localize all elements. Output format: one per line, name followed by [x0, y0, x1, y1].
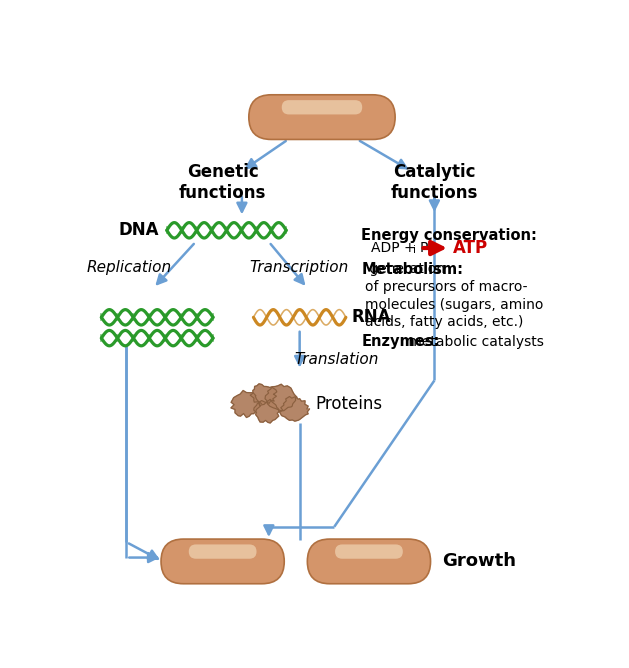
- Text: generation
of precursors of macro-
molecules (sugars, amino
acids, fatty acids, : generation of precursors of macro- molec…: [365, 262, 543, 329]
- Text: Growth: Growth: [442, 552, 516, 570]
- Text: ADP + P: ADP + P: [371, 241, 428, 255]
- Text: Metabolism:: Metabolism:: [361, 262, 463, 277]
- Text: Genetic
functions: Genetic functions: [179, 163, 266, 202]
- Polygon shape: [265, 384, 297, 411]
- Polygon shape: [253, 399, 279, 423]
- Text: Energy conservation:: Energy conservation:: [361, 228, 537, 243]
- FancyBboxPatch shape: [161, 539, 284, 584]
- Text: DNA: DNA: [119, 221, 159, 239]
- Text: ATP: ATP: [453, 239, 488, 257]
- Text: RNA: RNA: [351, 309, 391, 327]
- Text: Translation: Translation: [294, 352, 379, 367]
- Text: Replication: Replication: [86, 260, 172, 275]
- FancyBboxPatch shape: [308, 539, 430, 584]
- FancyBboxPatch shape: [335, 544, 403, 558]
- FancyBboxPatch shape: [249, 95, 395, 140]
- FancyBboxPatch shape: [282, 100, 362, 114]
- Polygon shape: [250, 384, 277, 405]
- FancyBboxPatch shape: [189, 544, 257, 558]
- Text: Proteins: Proteins: [315, 395, 382, 413]
- Text: metabolic catalysts: metabolic catalysts: [404, 335, 544, 349]
- Text: i: i: [413, 245, 416, 255]
- Polygon shape: [231, 391, 262, 418]
- Text: Transcription: Transcription: [250, 260, 349, 275]
- Text: Enzymes:: Enzymes:: [361, 335, 440, 349]
- Polygon shape: [280, 397, 309, 421]
- Text: Catalytic
functions: Catalytic functions: [391, 163, 478, 202]
